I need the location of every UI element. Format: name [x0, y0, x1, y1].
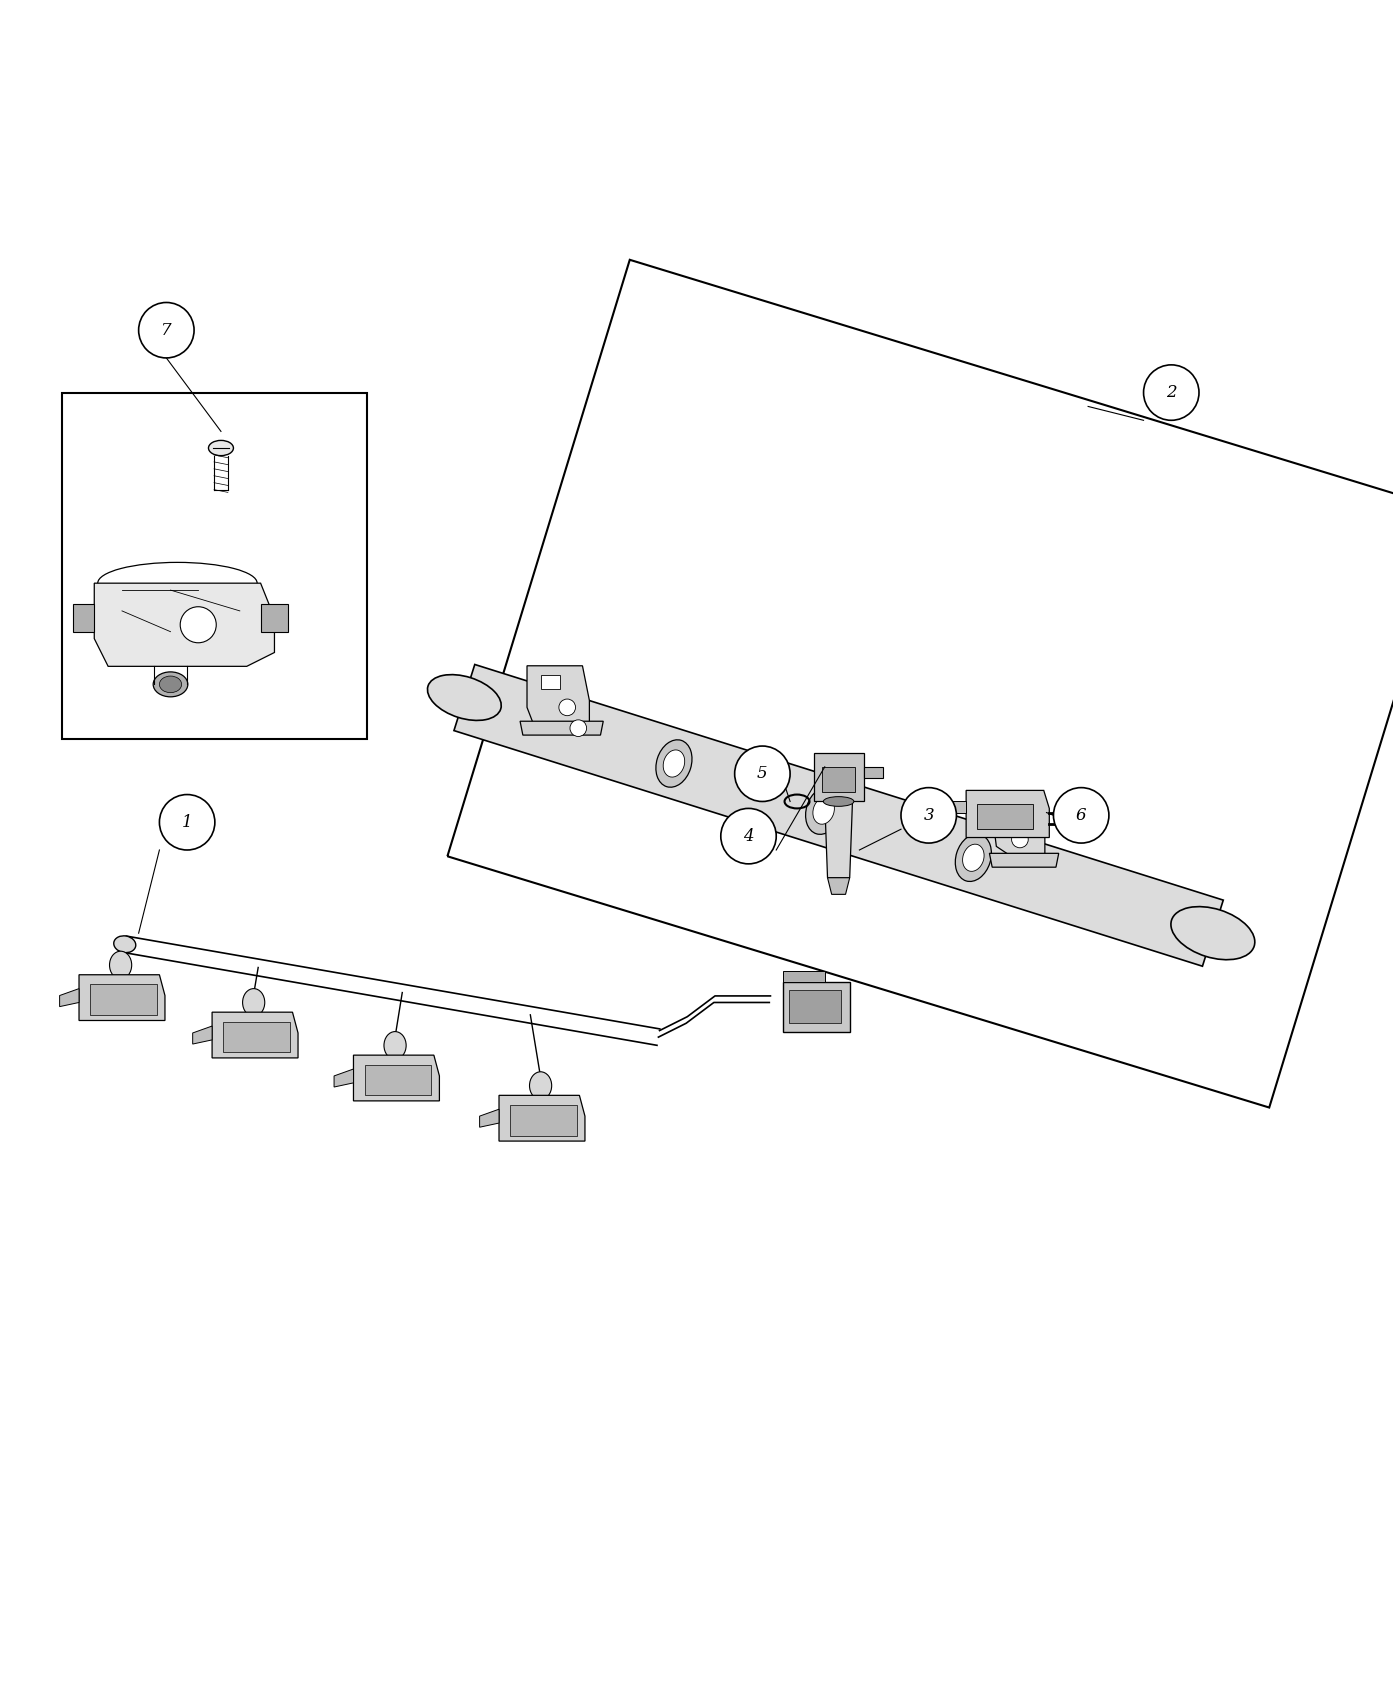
- Polygon shape: [94, 583, 274, 666]
- Bar: [783, 981, 850, 1032]
- Circle shape: [1012, 831, 1028, 848]
- Ellipse shape: [813, 797, 834, 824]
- Bar: [63, 393, 367, 740]
- Polygon shape: [193, 1027, 211, 1044]
- Ellipse shape: [113, 935, 136, 952]
- Circle shape: [559, 699, 575, 716]
- Ellipse shape: [109, 952, 132, 979]
- Polygon shape: [864, 767, 883, 779]
- Ellipse shape: [427, 675, 501, 721]
- Polygon shape: [454, 665, 1224, 966]
- Bar: [540, 675, 560, 688]
- Text: 1: 1: [182, 814, 192, 831]
- Ellipse shape: [153, 672, 188, 697]
- Bar: [90, 984, 157, 1015]
- Polygon shape: [211, 1012, 298, 1057]
- Ellipse shape: [529, 1071, 552, 1100]
- Bar: [223, 1022, 290, 1052]
- Ellipse shape: [209, 440, 234, 456]
- Polygon shape: [825, 801, 853, 877]
- Circle shape: [1144, 366, 1198, 420]
- Bar: [977, 804, 1033, 830]
- Bar: [788, 989, 841, 1023]
- Text: 7: 7: [161, 321, 172, 338]
- Ellipse shape: [242, 989, 265, 1017]
- Text: 2: 2: [1166, 384, 1176, 401]
- Polygon shape: [78, 974, 165, 1020]
- Polygon shape: [827, 877, 850, 894]
- Polygon shape: [966, 790, 1050, 838]
- Polygon shape: [498, 1095, 585, 1141]
- Ellipse shape: [955, 835, 991, 882]
- Text: 3: 3: [924, 808, 934, 824]
- Polygon shape: [260, 604, 288, 632]
- Polygon shape: [519, 721, 603, 734]
- Polygon shape: [335, 1069, 353, 1086]
- Circle shape: [721, 809, 776, 864]
- Ellipse shape: [823, 797, 854, 806]
- Polygon shape: [990, 790, 1044, 860]
- Ellipse shape: [963, 845, 984, 872]
- Polygon shape: [813, 753, 864, 801]
- Polygon shape: [353, 1056, 440, 1102]
- Polygon shape: [73, 604, 94, 632]
- Polygon shape: [526, 666, 589, 726]
- Bar: [364, 1064, 431, 1095]
- Circle shape: [902, 787, 956, 843]
- Circle shape: [735, 746, 790, 801]
- Circle shape: [160, 794, 214, 850]
- Circle shape: [139, 303, 195, 359]
- Text: 6: 6: [1075, 808, 1086, 824]
- Text: 4: 4: [743, 828, 753, 845]
- Polygon shape: [990, 853, 1058, 867]
- Ellipse shape: [805, 787, 841, 835]
- Ellipse shape: [664, 750, 685, 777]
- Circle shape: [570, 719, 587, 736]
- Bar: [510, 1105, 577, 1136]
- Polygon shape: [60, 989, 78, 1006]
- Bar: [783, 971, 825, 981]
- Circle shape: [1053, 787, 1109, 843]
- Bar: [822, 767, 855, 792]
- Ellipse shape: [384, 1032, 406, 1059]
- Ellipse shape: [655, 740, 692, 787]
- Ellipse shape: [1170, 906, 1254, 960]
- Bar: [1007, 802, 1028, 819]
- Polygon shape: [949, 801, 966, 813]
- Circle shape: [181, 607, 216, 643]
- Ellipse shape: [160, 677, 182, 692]
- Text: 5: 5: [757, 765, 767, 782]
- Polygon shape: [480, 1108, 498, 1127]
